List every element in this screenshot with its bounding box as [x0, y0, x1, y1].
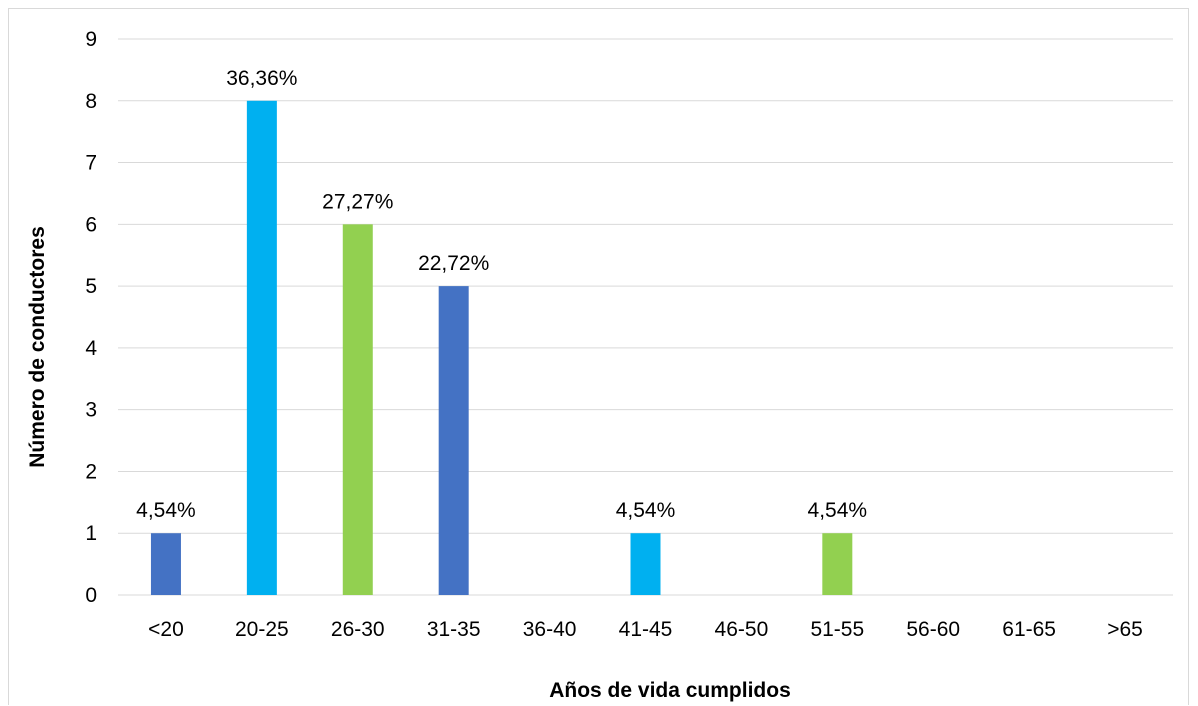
x-tick-label: >65	[1107, 618, 1143, 641]
y-tick-label: 5	[85, 275, 97, 298]
y-tick-label: 2	[85, 460, 97, 483]
data-label: 22,72%	[418, 252, 489, 275]
data-labels: 4,54% 36,36% 27,27% 22,72% 4,54% 4,54%	[136, 67, 867, 522]
y-tick-label: 4	[85, 337, 97, 360]
x-tick-label: 41-45	[619, 618, 673, 641]
x-tick-label: 36-40	[523, 618, 577, 641]
y-tick-label: 3	[85, 399, 97, 422]
x-tick-label: 56-60	[906, 618, 960, 641]
x-tick-label: 20-25	[235, 618, 289, 641]
bar	[342, 224, 373, 596]
data-label: 27,27%	[322, 190, 393, 213]
data-label: 36,36%	[226, 67, 297, 90]
y-tick-label: 8	[85, 90, 97, 113]
x-tick-label: 31-35	[427, 618, 481, 641]
y-tick-label: 1	[85, 522, 97, 545]
x-tick-label: 46-50	[715, 618, 769, 641]
x-tick-label: <20	[148, 618, 184, 641]
y-axis-title: Número de conductores	[26, 226, 49, 468]
y-tick-label: 6	[85, 213, 97, 236]
bar	[822, 533, 853, 595]
x-tick-label: 61-65	[1002, 618, 1056, 641]
bar	[150, 533, 181, 595]
y-tick-label: 7	[85, 152, 97, 175]
x-axis-title: Años de vida cumplidos	[549, 679, 791, 702]
bar	[630, 533, 661, 595]
y-tick-label: 0	[85, 584, 97, 607]
y-axis-ticks: 0 1 2 3 4 5 6 7 8 9	[85, 28, 97, 607]
data-label: 4,54%	[136, 499, 196, 522]
data-label: 4,54%	[616, 499, 676, 522]
x-tick-label: 26-30	[331, 618, 385, 641]
bar	[438, 286, 469, 595]
bar	[246, 100, 277, 596]
data-label: 4,54%	[808, 499, 868, 522]
y-tick-label: 9	[85, 28, 97, 51]
chart-frame	[8, 8, 1189, 705]
x-axis-ticks: <20 20-25 26-30 31-35 36-40 41-45 46-50 51-55 56…	[148, 618, 1143, 641]
bars	[150, 100, 853, 596]
x-tick-label: 51-55	[810, 618, 864, 641]
